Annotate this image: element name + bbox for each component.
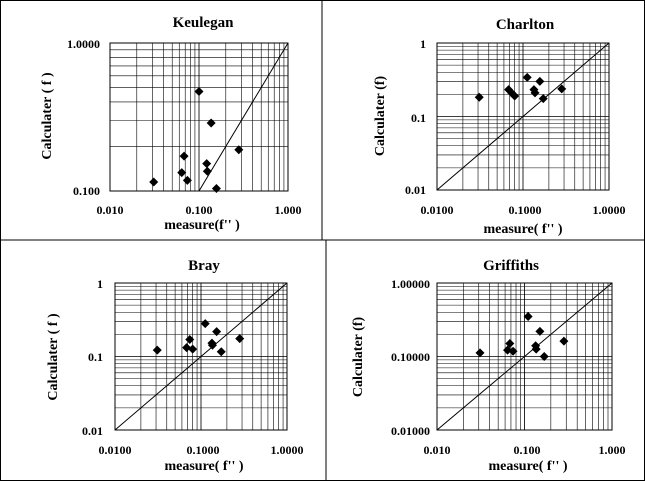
data-point [185,335,195,345]
x-tick-label: 0.100 [514,443,541,457]
y-tick-label: 0.01000 [391,424,430,438]
panel-title: Bray [188,258,220,274]
reference-line [114,282,288,431]
data-point [182,343,192,353]
plot-area [436,282,613,431]
data-point [202,166,212,176]
y-tick-label: 0.01 [82,424,103,438]
data-point [503,345,513,355]
data-point [179,151,189,161]
panel-title: Keulegan [173,15,234,31]
panel-griffiths: Griffiths measure( f'' ) Calculater (f) … [351,258,626,474]
plot-area [114,282,288,431]
data-point [522,72,532,82]
data-point [539,352,549,361]
reference-line [436,42,610,191]
x-tick-label: 0.0100 [99,443,132,457]
data-point [200,319,210,329]
x-tick-label: 0.100 [186,203,213,217]
x-tick-label: 0.010 [424,443,451,457]
x-axis-label: measure(f'' ) [164,218,240,233]
x-tick-label: 1.000 [599,443,626,457]
plot-frame [436,42,610,191]
data-point [177,168,187,178]
x-axis-label: measure( f'' ) [164,459,243,474]
x-axis-label: measure( f'' ) [483,222,562,237]
panel-title: Charlton [496,17,555,33]
x-tick-label: 0.1000 [509,203,542,217]
data-point [523,312,533,322]
y-tick-label: 0.1 [411,111,426,125]
data-point [194,87,204,97]
y-axis-label: Calculater ( f ) [40,72,55,160]
y-tick-label: 1 [420,37,426,51]
y-axis-label: Calculater (f) [373,76,388,157]
y-axis-label: Calculater (f) [351,317,366,398]
y-tick-label: 0.01 [405,183,426,197]
data-point [188,344,198,354]
y-tick-label: 0.1 [88,350,103,364]
reference-line [198,42,289,192]
data-point [535,76,545,86]
panel-title: Griffiths [483,258,539,274]
plot-frame [114,282,288,431]
plot-area [109,42,289,193]
panel-charlton: Charlton measure( f'' ) Calculater (f) 0… [373,17,626,237]
y-tick-label: 1.00000 [391,277,430,291]
plot-area [436,42,610,191]
x-axis-label: measure( f'' ) [488,459,567,474]
plot-frame [436,282,613,431]
y-tick-label: 0.100 [73,184,100,198]
y-tick-label: 1 [97,277,103,291]
data-point [530,88,540,98]
x-tick-label: 1.000 [275,203,302,217]
data-point [474,92,484,102]
data-point [206,118,216,128]
data-point [149,177,159,187]
x-tick-label: 0.010 [97,203,124,217]
data-point [207,340,217,350]
y-tick-label: 1.0000 [67,37,100,51]
y-axis-label: Calculater ( f ) [46,313,61,401]
data-point [557,84,567,94]
data-point [182,175,192,185]
y-tick-label: 0.10000 [391,350,430,364]
data-point [535,326,545,336]
data-point [508,346,518,356]
x-tick-label: 1.0000 [593,203,626,217]
reference-line [436,282,613,431]
data-point [475,348,485,358]
data-point [202,159,212,169]
data-point [216,347,226,357]
x-tick-label: 0.0100 [421,203,454,217]
data-point [559,336,569,346]
data-point [152,345,162,355]
x-tick-label: 1.0000 [271,443,304,457]
data-point [212,327,222,337]
panel-keulegan: Keulegan measure(f'' ) Calculater ( f ) … [40,15,302,233]
data-point [510,91,520,101]
data-point [531,344,541,354]
data-point [505,339,515,349]
data-point [538,94,548,104]
x-tick-label: 0.1000 [187,443,220,457]
panel-bray: Bray measure( f'' ) Calculater ( f ) 0.0… [46,258,304,474]
data-point [234,145,244,155]
data-point [211,183,221,193]
data-point [235,334,245,344]
